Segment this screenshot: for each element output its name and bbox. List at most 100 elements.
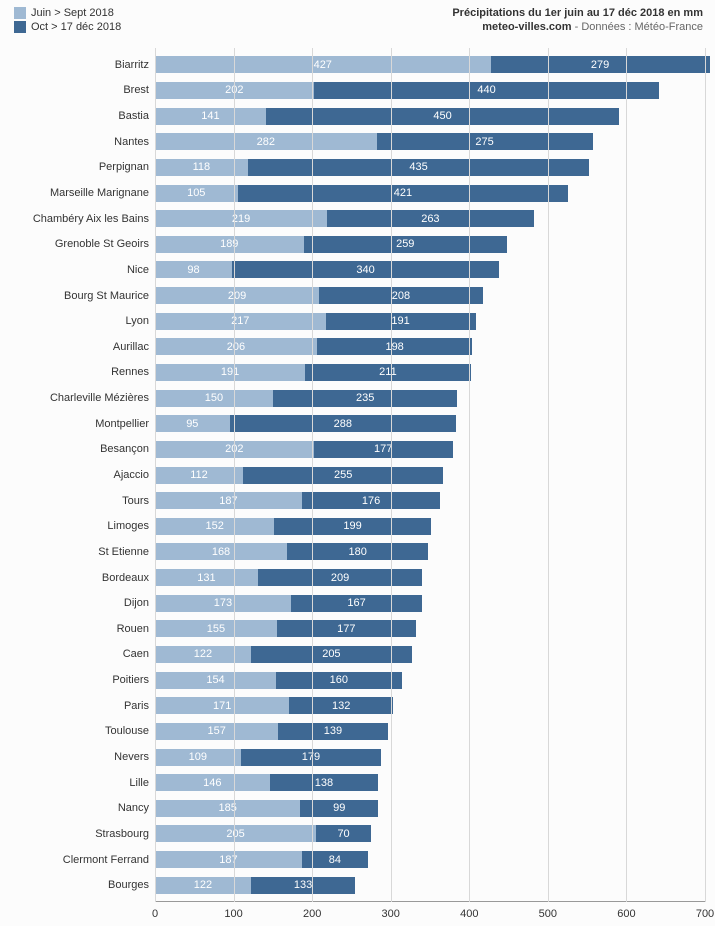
bar-value-series2: 139 [324, 725, 342, 737]
category-label: Bourges [5, 879, 155, 891]
bar-value-series1: 95 [186, 418, 198, 430]
bar-row: Nevers109179 [155, 749, 705, 766]
bar-segment-series2: 160 [276, 672, 402, 689]
category-label: Charleville Mézières [5, 392, 155, 404]
bar-segment-series2: 139 [278, 723, 387, 740]
bar-value-series2: 84 [329, 854, 341, 866]
category-label: Caen [5, 648, 155, 660]
bar-row: Grenoble St Geoirs189259 [155, 236, 705, 253]
bar-segment-series2: 177 [277, 620, 416, 637]
category-label: Nancy [5, 802, 155, 814]
bar-segment-series2: 211 [305, 364, 471, 381]
bar-value-series1: 173 [214, 597, 232, 609]
bars-area: Biarritz427279Brest202440Bastia141450Nan… [155, 52, 705, 898]
legend-label-1: Juin > Sept 2018 [31, 6, 114, 20]
bar-row: Clermont Ferrand18784 [155, 851, 705, 868]
bar-segment-series1: 157 [155, 723, 278, 740]
bar-segment-series2: 138 [270, 774, 378, 791]
bar-value-series2: 275 [475, 136, 493, 148]
x-tick-label: 200 [303, 908, 321, 920]
bar-value-series2: 179 [302, 751, 320, 763]
category-label: Rennes [5, 366, 155, 378]
bar-row: Chambéry Aix les Bains219263 [155, 210, 705, 227]
bar-value-series1: 157 [207, 725, 225, 737]
title-line2: meteo-villes.com - Données : Météo-Franc… [452, 20, 703, 34]
bar-value-series1: 122 [194, 648, 212, 660]
bar-value-series1: 152 [206, 520, 224, 532]
bar-value-series2: 138 [315, 777, 333, 789]
bar-segment-series1: 209 [155, 287, 319, 304]
x-tick-label: 700 [696, 908, 714, 920]
bar-row: Marseille Marignane105421 [155, 185, 705, 202]
bar-segment-series1: 146 [155, 774, 270, 791]
bar-value-series1: 112 [190, 469, 208, 481]
bar-segment-series2: 421 [238, 185, 569, 202]
bar-value-series2: 208 [392, 290, 410, 302]
bar-row: Nice98340 [155, 261, 705, 278]
bar-value-series1: 146 [203, 777, 221, 789]
bar-segment-series1: 187 [155, 851, 302, 868]
bar-segment-series2: 133 [251, 877, 356, 894]
bar-value-series1: 118 [193, 161, 211, 173]
category-label: Tours [5, 495, 155, 507]
legend-swatch-1 [14, 7, 26, 19]
category-label: Montpellier [5, 418, 155, 430]
bar-value-series1: 131 [197, 572, 215, 584]
bar-segment-series2: 167 [291, 595, 422, 612]
bar-value-series2: 133 [294, 879, 312, 891]
bar-segment-series1: 109 [155, 749, 241, 766]
bar-value-series2: 279 [591, 59, 609, 71]
bar-value-series2: 199 [343, 520, 361, 532]
bar-value-series1: 154 [206, 674, 224, 686]
bar-value-series2: 70 [337, 828, 349, 840]
bar-value-series2: 435 [409, 161, 427, 173]
bar-segment-series2: 340 [232, 261, 499, 278]
bar-row: Charleville Mézières150235 [155, 390, 705, 407]
bar-value-series2: 191 [391, 315, 409, 327]
bar-value-series2: 211 [379, 366, 397, 378]
bar-value-series2: 180 [349, 546, 367, 558]
bar-segment-series1: 282 [155, 133, 377, 150]
bar-segment-series1: 105 [155, 185, 238, 202]
bar-value-series1: 105 [187, 187, 205, 199]
bar-segment-series2: 275 [377, 133, 593, 150]
category-label: Chambéry Aix les Bains [5, 213, 155, 225]
bar-segment-series2: 255 [243, 467, 443, 484]
bar-segment-series1: 168 [155, 543, 287, 560]
bar-value-series1: 122 [194, 879, 212, 891]
bar-value-series2: 450 [433, 110, 451, 122]
bar-segment-series2: 263 [327, 210, 534, 227]
bar-segment-series1: 217 [155, 313, 326, 330]
category-label: Bordeaux [5, 572, 155, 584]
bar-value-series2: 176 [362, 495, 380, 507]
x-tick-label: 100 [224, 908, 242, 920]
bar-value-series2: 209 [331, 572, 349, 584]
plot-area: Biarritz427279Brest202440Bastia141450Nan… [155, 48, 705, 902]
gridline [155, 48, 156, 902]
category-label: Marseille Marignane [5, 187, 155, 199]
bar-segment-series2: 176 [302, 492, 440, 509]
x-tick-label: 0 [152, 908, 158, 920]
category-label: Dijon [5, 597, 155, 609]
bar-value-series1: 206 [227, 341, 245, 353]
bar-segment-series1: 189 [155, 236, 304, 253]
gridline [391, 48, 392, 902]
bar-segment-series1: 152 [155, 518, 274, 535]
legend-item-series1: Juin > Sept 2018 [14, 6, 121, 20]
bar-value-series2: 167 [347, 597, 365, 609]
bar-segment-series2: 179 [241, 749, 382, 766]
bar-segment-series2: 208 [319, 287, 482, 304]
bar-value-series1: 109 [189, 751, 207, 763]
bar-value-series1: 171 [213, 700, 231, 712]
bar-value-series1: 150 [205, 392, 223, 404]
category-label: Poitiers [5, 674, 155, 686]
title-line1: Précipitations du 1er juin au 17 déc 201… [452, 6, 703, 20]
bar-value-series2: 259 [396, 238, 414, 250]
bar-segment-series2: 235 [273, 390, 458, 407]
bar-segment-series2: 440 [314, 82, 660, 99]
bar-value-series2: 263 [421, 213, 439, 225]
bar-row: Lille146138 [155, 774, 705, 791]
bar-row: Caen122205 [155, 646, 705, 663]
gridline [312, 48, 313, 902]
bar-row: Nantes282275 [155, 133, 705, 150]
